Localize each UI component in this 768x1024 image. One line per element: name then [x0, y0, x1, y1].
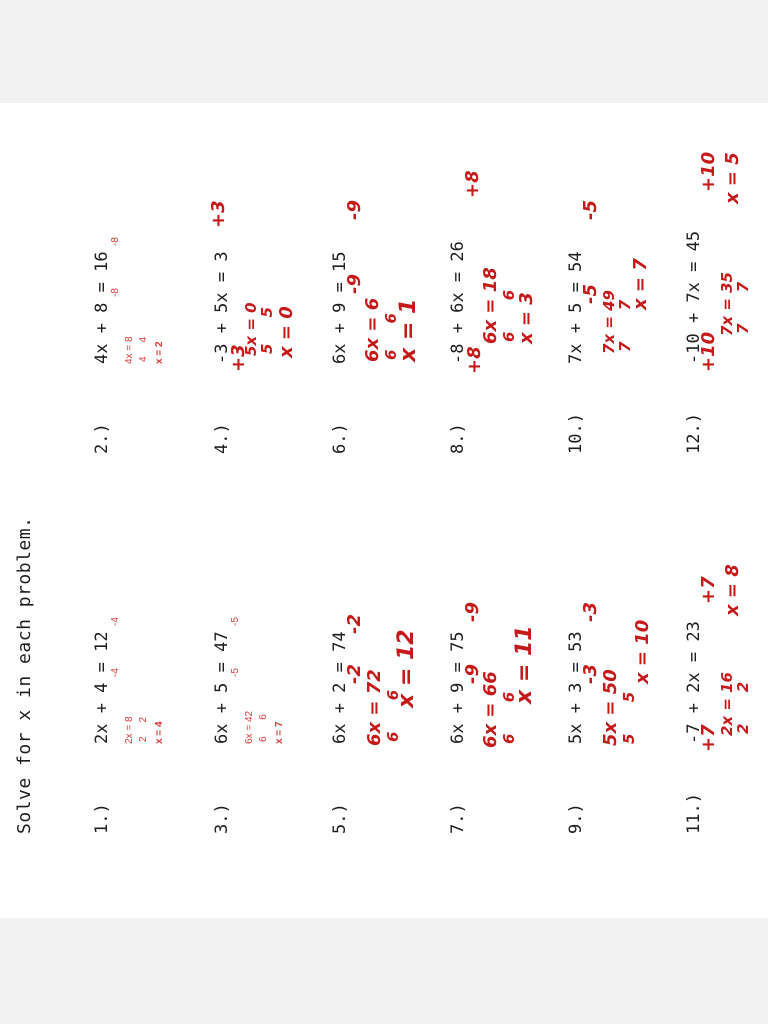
- hw-line-1: 6x = 72: [364, 669, 385, 746]
- problem-2: 2.) 4x + 8 = 16 -8 -8 4x = 8 4 4 x = 2: [92, 14, 212, 454]
- work-line-2: 2 2: [138, 716, 149, 742]
- problem-12: 12.) -10 + 7x = 45 +10 +10 7x = 35 7 7 x…: [684, 14, 768, 454]
- hw-sub-left: -2: [344, 664, 365, 684]
- hw-answer: x = 3: [516, 292, 537, 344]
- hw-answer: x = 11: [512, 625, 537, 704]
- work-answer: x = 2: [154, 341, 165, 364]
- problem-number: 6.): [330, 423, 350, 454]
- hw-line-1: 5x = 50: [600, 669, 621, 746]
- problem-number: 8.): [448, 423, 468, 454]
- hw-sub-left: +8: [464, 346, 485, 374]
- hw-answer: x = 0: [276, 306, 297, 358]
- equation: 6x + 9 = 15: [330, 251, 350, 364]
- problem-number: 5.): [330, 803, 350, 834]
- problem-number: 7.): [448, 803, 468, 834]
- hw-sub-left: -5: [580, 284, 601, 304]
- hw-answer: x = 12: [394, 629, 419, 708]
- work-answer: x = 7: [274, 721, 285, 744]
- problem-number: 9.): [566, 803, 586, 834]
- problem-4: 4.) -3 + 5x = 3 +3 +3 5x = 0 5 5 x = 0: [208, 14, 332, 454]
- hw-answer: x = 5: [722, 152, 743, 204]
- hw-sub-right: +10: [698, 151, 719, 192]
- worksheet-page: [0, 103, 768, 918]
- subtract-left: -4: [110, 668, 121, 677]
- work-line-1: 6x = 42: [244, 710, 255, 744]
- problem-number: 4.): [212, 423, 232, 454]
- hw-answer: x = 1: [396, 298, 421, 362]
- equation: 7x + 5 = 54: [566, 251, 586, 364]
- problem-9: 9.) 5x + 3 = 53 -3 -3 5x = 50 5 5 x = 10: [566, 394, 686, 834]
- subtract-left: -8: [110, 288, 121, 297]
- equation: 6x + 5 = 47: [212, 631, 232, 744]
- hw-line-1: 6x = 66: [480, 671, 501, 748]
- hw-line-2: 5 5: [258, 307, 276, 354]
- problem-7: 7.) 6x + 9 = 75 -9 -9 6x = 66 6 6 x = 11: [448, 394, 568, 834]
- work-line-2: 4 4: [138, 336, 149, 362]
- problem-6: 6.) 6x + 9 = 15 -9 -9 6x = 6 6 6 x = 1: [330, 14, 450, 454]
- problem-number: 3.): [212, 803, 232, 834]
- hw-sub-left: +10: [698, 331, 719, 372]
- problem-8: 8.) -8 + 6x = 26 +8 +8 6x = 18 6 6 x = 3: [448, 14, 568, 454]
- subtract-right: -4: [110, 617, 121, 626]
- hw-line-2: 7 7: [734, 281, 752, 334]
- hw-sub-left: -9: [344, 274, 365, 294]
- hw-line-2: 2 2: [734, 681, 752, 734]
- equation: 4x + 8 = 16: [92, 251, 112, 364]
- instructions: Solve for x in each problem.: [14, 516, 35, 834]
- subtract-left: -5: [230, 668, 241, 677]
- problem-11: 11.) -7 + 2x = 23 +7 +7 2x = 16 2 2 x = …: [684, 394, 768, 834]
- equation: 2x + 4 = 12: [92, 631, 112, 744]
- equation: 6x + 2 = 74: [330, 631, 350, 744]
- equation: 5x + 3 = 53: [566, 631, 586, 744]
- work-line-2: 6 6: [258, 714, 269, 742]
- hw-answer: x = 8: [722, 564, 743, 616]
- hw-sub-right: -3: [580, 602, 601, 622]
- hw-line-2: 5 5: [620, 691, 638, 744]
- work-line-1: 4x = 8: [124, 336, 135, 364]
- hw-sub-left: +7: [698, 724, 719, 752]
- problem-number: 12.): [684, 413, 704, 454]
- hw-line-1: 6x = 6: [362, 297, 383, 362]
- problem-number: 11.): [684, 793, 704, 834]
- subtract-right: -5: [230, 617, 241, 626]
- hw-answer: x = 7: [630, 258, 651, 310]
- problem-10: 10.) 7x + 5 = 54 -5 -5 7x = 49 7 7 x = 7: [566, 14, 686, 454]
- work-line-1: 2x = 8: [124, 716, 135, 744]
- hw-sub-right: -5: [580, 200, 601, 220]
- equation: 6x + 9 = 75: [448, 631, 468, 744]
- hw-answer: x = 10: [632, 619, 653, 684]
- hw-line-1: 6x = 18: [480, 267, 501, 344]
- hw-sub-right: +7: [698, 576, 719, 604]
- problem-1: 1.) 2x + 4 = 12 -4 -4 2x = 8 2 2 x = 4: [92, 394, 212, 834]
- work-answer: x = 4: [154, 721, 165, 744]
- problem-3: 3.) 6x + 5 = 47 -5 -5 6x = 42 6 6 x = 7: [212, 394, 332, 834]
- hw-sub-right: -9: [344, 200, 365, 220]
- hw-sub-right: +8: [462, 170, 483, 198]
- subtract-right: -8: [110, 237, 121, 246]
- problem-number: 2.): [92, 423, 112, 454]
- hw-sub-left: -3: [580, 664, 601, 684]
- hw-sub-right: +3: [208, 200, 229, 228]
- hw-sub-right: -9: [462, 602, 483, 622]
- problem-5: 5.) 6x + 2 = 74 -2 -2 6x = 72 6 6 x = 12: [330, 394, 450, 834]
- problem-number: 1.): [92, 803, 112, 834]
- hw-sub-right: -2: [344, 614, 365, 634]
- problem-number: 10.): [566, 413, 586, 454]
